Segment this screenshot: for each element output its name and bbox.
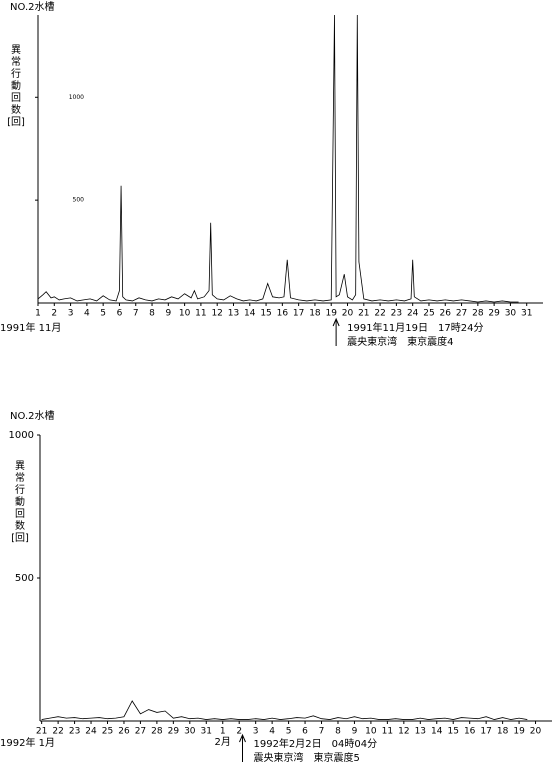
plot-area xyxy=(41,700,528,720)
x-tick-label: 25 xyxy=(102,727,113,737)
y-axis-label: 動 xyxy=(11,79,21,92)
x-tick-label: 28 xyxy=(472,309,484,319)
annotation-arrowhead xyxy=(332,317,340,327)
x-tick-label: 7 xyxy=(133,309,139,319)
x-tick-label: 21 xyxy=(36,727,47,737)
y-axis-label: 数 xyxy=(15,519,25,532)
x-tick-label: 13 xyxy=(228,309,239,319)
x-tick-label: 30 xyxy=(505,309,517,319)
annotation: 1992年2月2日 04時04分 xyxy=(253,737,377,750)
x-tick-label: 31 xyxy=(201,727,212,737)
x-tick-label: 5 xyxy=(100,309,106,319)
x-tick-label: 11 xyxy=(195,309,206,319)
x-tick-label: 31 xyxy=(521,309,532,319)
x-tick-label: 14 xyxy=(431,727,443,737)
x-tick-label: 16 xyxy=(277,309,289,319)
x-tick-label: 27 xyxy=(135,727,146,737)
x-tick-label: 17 xyxy=(293,309,304,319)
x-tick-label: 2 xyxy=(236,727,242,737)
x-tick-label: 3 xyxy=(68,309,74,319)
x-tick-label: 12 xyxy=(211,309,222,319)
chart-title: NO.2水槽 xyxy=(10,0,55,13)
x-tick-label: 13 xyxy=(415,727,426,737)
x-tick-label: 3 xyxy=(253,727,259,737)
x-tick-label: 1 xyxy=(220,727,226,737)
x-axis-label: 1991年 11月 xyxy=(0,321,61,334)
x-tick-label: 4 xyxy=(269,727,275,737)
x-tick-label: 9 xyxy=(165,309,171,319)
chart-title: NO.2水槽 xyxy=(10,409,55,422)
x-tick-label: 21 xyxy=(358,309,369,319)
plot-area xyxy=(37,14,519,303)
x-tick-label: 22 xyxy=(52,727,63,737)
x-tick-label: 15 xyxy=(447,727,458,737)
data-line xyxy=(37,14,519,303)
x-tick-label: 20 xyxy=(530,727,542,737)
data-line xyxy=(41,700,528,720)
x-tick-label: 19 xyxy=(325,309,337,319)
annotation-arrowhead xyxy=(239,733,246,743)
y-axis-label: 数 xyxy=(11,103,21,116)
x-tick-label: 2 xyxy=(51,309,57,319)
x-tick-label: 8 xyxy=(149,309,155,319)
y-tick-label: 500 xyxy=(73,197,85,204)
y-axis-label: 行 xyxy=(11,67,21,80)
y-tick-label: 1000 xyxy=(9,430,34,441)
x-tick-label: 18 xyxy=(497,727,509,737)
x-tick-label: 29 xyxy=(168,727,180,737)
y-axis-label: 回 xyxy=(11,92,21,104)
x-tick-label: 23 xyxy=(69,727,80,737)
y-axis-label: 動 xyxy=(15,495,25,508)
y-axis-label: 行 xyxy=(15,483,25,496)
x-tick-label: 7 xyxy=(319,727,325,737)
x-tick-label: 8 xyxy=(335,727,341,737)
annotation: 2月 xyxy=(215,736,231,748)
x-tick-label: 11 xyxy=(382,727,393,737)
x-tick-label: 22 xyxy=(374,309,385,319)
y-axis-label: 常 xyxy=(11,55,21,68)
x-tick-label: 27 xyxy=(456,309,467,319)
y-axis-label: 異 xyxy=(11,44,21,56)
x-tick-label: 1 xyxy=(35,309,41,319)
x-tick-label: 6 xyxy=(117,309,123,319)
x-tick-label: 4 xyxy=(84,309,90,319)
x-tick-label: 14 xyxy=(244,309,256,319)
annotation: 1991年11月19日 17時24分 xyxy=(347,321,483,334)
x-tick-label: 26 xyxy=(118,727,130,737)
x-tick-label: 5 xyxy=(286,727,292,737)
y-axis-label: [回] xyxy=(7,116,25,128)
y-axis-label: 異 xyxy=(15,460,25,472)
x-tick-label: 30 xyxy=(184,727,196,737)
x-tick-label: 24 xyxy=(407,309,419,319)
y-axis-label: 常 xyxy=(15,471,25,484)
x-tick-label: 20 xyxy=(342,309,354,319)
y-tick-label: 1000 xyxy=(69,94,84,101)
annotation: 震央東京湾 東京震度5 xyxy=(253,751,359,764)
x-tick-label: 26 xyxy=(440,309,452,319)
x-tick-label: 16 xyxy=(464,727,476,737)
x-tick-label: 6 xyxy=(302,727,308,737)
y-axis-label: [回] xyxy=(11,532,29,544)
x-tick-label: 28 xyxy=(151,727,163,737)
annotation: 震央東京湾 東京震度4 xyxy=(347,335,453,348)
x-tick-label: 9 xyxy=(352,727,358,737)
x-tick-label: 18 xyxy=(309,309,321,319)
x-tick-label: 10 xyxy=(365,727,377,737)
x-tick-label: 17 xyxy=(480,727,491,737)
x-tick-label: 15 xyxy=(260,309,271,319)
y-tick-label: 500 xyxy=(15,573,34,584)
x-tick-label: 24 xyxy=(85,727,97,737)
x-axis-label: 1992年 1月 xyxy=(0,736,55,749)
x-tick-label: 19 xyxy=(513,727,525,737)
x-tick-label: 23 xyxy=(391,309,402,319)
x-tick-label: 12 xyxy=(398,727,409,737)
x-tick-label: 29 xyxy=(488,309,500,319)
x-tick-label: 25 xyxy=(423,309,434,319)
y-axis-label: 回 xyxy=(15,508,25,520)
x-tick-label: 10 xyxy=(179,309,191,319)
